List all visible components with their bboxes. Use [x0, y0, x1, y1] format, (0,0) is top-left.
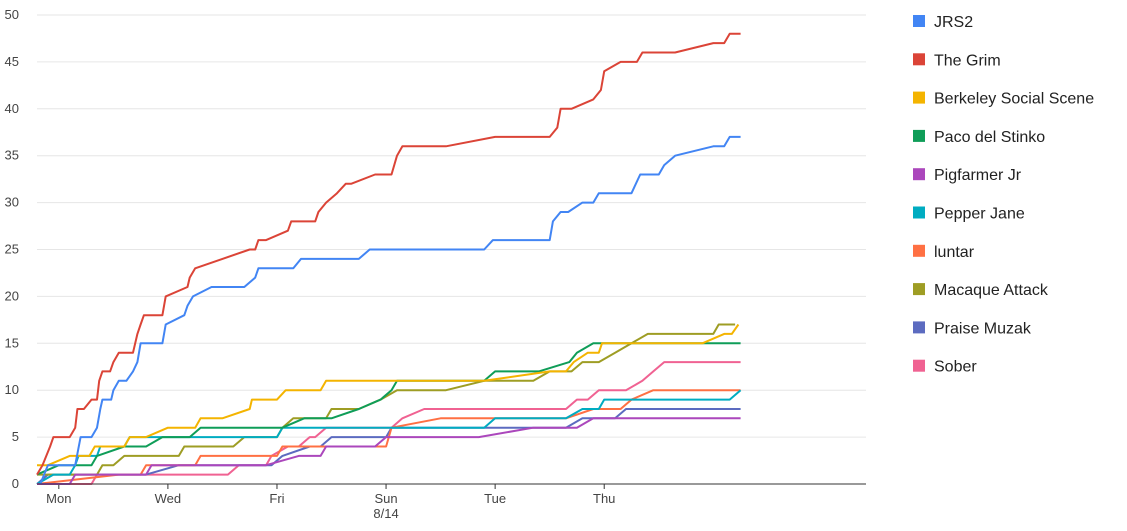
y-tick-label: 40 [5, 101, 19, 116]
legend-label: Berkeley Social Scene [934, 91, 1094, 108]
y-tick-label: 10 [5, 382, 19, 397]
legend-label: JRS2 [934, 14, 973, 31]
y-tick-label: 0 [12, 476, 19, 491]
y-tick-label: 25 [5, 242, 19, 257]
series-line-4 [36, 342, 741, 476]
legend-swatch [913, 53, 925, 66]
series-lines [36, 32, 742, 485]
series-line-1 [39, 135, 741, 485]
legend-swatch [913, 91, 925, 104]
y-tick-label: 50 [5, 7, 19, 22]
legend-label: Praise Muzak [934, 320, 1032, 337]
legend-label: Pigfarmer Jr [934, 167, 1022, 184]
series-line-10 [37, 361, 741, 485]
legend-swatch [913, 15, 925, 27]
y-tick-label: 20 [5, 288, 19, 303]
legend-swatch [913, 283, 925, 296]
x-tick-label: Mon [46, 491, 71, 506]
legend: JRS2 The Grim Berkeley Social Scene Paco de… [913, 14, 1094, 376]
legend-swatch [913, 206, 925, 219]
y-tick-label: 15 [5, 335, 19, 350]
series-line-2 [36, 32, 741, 476]
x-tick-label: Sun [374, 491, 397, 506]
series-line-5 [37, 417, 741, 485]
legend-label: luntar [934, 244, 975, 261]
legend-swatch [913, 168, 925, 181]
x-tick-label: Thu [593, 491, 615, 506]
legend-swatch [913, 321, 925, 334]
x-tick-label: Tue [484, 491, 506, 506]
y-tick-label: 30 [5, 195, 19, 210]
x-tick-sublabel: 8/14 [373, 506, 398, 521]
series-line-3 [37, 323, 740, 467]
y-tick-label: 5 [12, 429, 19, 444]
legend-label: Sober [934, 359, 977, 376]
legend-swatch [913, 129, 925, 142]
legend-label: Macaque Attack [934, 282, 1049, 299]
legend-swatch [913, 244, 925, 257]
legend-swatch [913, 359, 925, 372]
legend-label: Pepper Jane [934, 206, 1025, 223]
legend-label: Paco del Stinko [934, 129, 1045, 146]
x-tick-label: Wed [155, 491, 182, 506]
gridlines [37, 14, 866, 438]
y-tick-label: 35 [5, 148, 19, 163]
y-tick-label: 45 [5, 54, 19, 69]
y-axis-tick-labels: 0 5 10 15 20 25 30 35 40 45 50 [5, 7, 19, 491]
legend-label: The Grim [934, 52, 1001, 69]
x-tick-label: Fri [269, 491, 284, 506]
